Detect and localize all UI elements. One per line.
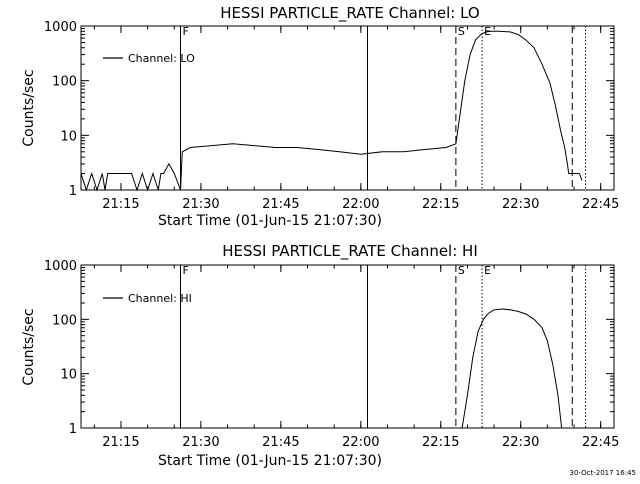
x-tick-label: 21:15 xyxy=(102,197,139,212)
x-tick-label: 22:30 xyxy=(502,197,539,212)
series-line xyxy=(80,30,583,192)
event-marker-label: F xyxy=(182,25,188,38)
data-series xyxy=(80,30,583,192)
y-tick-label: 100 xyxy=(52,75,77,90)
event-marker-label: S xyxy=(458,264,465,277)
y-tick-label: 10 xyxy=(60,368,77,383)
y-axis-label: Counts/sec xyxy=(21,69,37,146)
y-tick-label: 1 xyxy=(69,422,77,437)
series-line xyxy=(461,308,563,429)
x-tick-label: 21:45 xyxy=(262,435,299,450)
legend: Channel: LO xyxy=(103,52,195,65)
x-tick-label: 22:45 xyxy=(582,435,619,450)
x-tick-label: 22:15 xyxy=(422,435,459,450)
legend-entry: Channel: LO xyxy=(128,52,195,65)
plot-frame xyxy=(80,264,615,429)
chart-title: HESSI PARTICLE_RATE Channel: HI xyxy=(222,242,478,261)
x-tick-label: 22:30 xyxy=(502,435,539,450)
legend-entry: Channel: HI xyxy=(128,292,192,305)
y-tick-label: 1 xyxy=(69,184,77,199)
y-tick-label: 10 xyxy=(60,129,77,144)
y-tick-label: 1000 xyxy=(44,20,77,35)
x-axis-label: Start Time (01-Jun-15 21:07:30) xyxy=(158,213,382,229)
y-tick-label: 1000 xyxy=(44,259,77,274)
panel-lo: HESSI PARTICLE_RATE Channel: LO 21:15 21:… xyxy=(21,4,619,229)
x-tick-label: 22:00 xyxy=(342,435,379,450)
generation-timestamp: 30-Oct-2017 16:45 xyxy=(570,469,636,477)
x-tick-label: 21:30 xyxy=(182,197,219,212)
x-tick-label: 21:30 xyxy=(182,435,219,450)
chart-title: HESSI PARTICLE_RATE Channel: LO xyxy=(220,4,479,23)
axis-ticks: 21:15 21:30 21:45 22:00 22:15 22:30 22:45 1 10 10… xyxy=(44,20,620,212)
y-tick-label: 100 xyxy=(52,313,77,328)
x-tick-label: 21:45 xyxy=(262,197,299,212)
legend: Channel: HI xyxy=(103,292,192,305)
x-tick-label: 22:00 xyxy=(342,197,379,212)
data-series xyxy=(461,308,563,429)
x-tick-label: 22:15 xyxy=(422,197,459,212)
x-axis-label: Start Time (01-Jun-15 21:07:30) xyxy=(158,453,382,469)
x-tick-label: 21:15 xyxy=(102,435,139,450)
event-marker-label: F xyxy=(182,264,188,277)
event-marker-label: E xyxy=(484,264,491,277)
panel-hi: HESSI PARTICLE_RATE Channel: HI 21:15 21:… xyxy=(21,242,619,469)
x-tick-label: 22:45 xyxy=(582,197,619,212)
axis-ticks: 21:15 21:30 21:45 22:00 22:15 22:30 22:45 1 10 10… xyxy=(44,259,620,450)
event-marker-label: S xyxy=(458,25,465,38)
y-axis-label: Counts/sec xyxy=(21,308,37,385)
plot-frame xyxy=(80,25,615,191)
